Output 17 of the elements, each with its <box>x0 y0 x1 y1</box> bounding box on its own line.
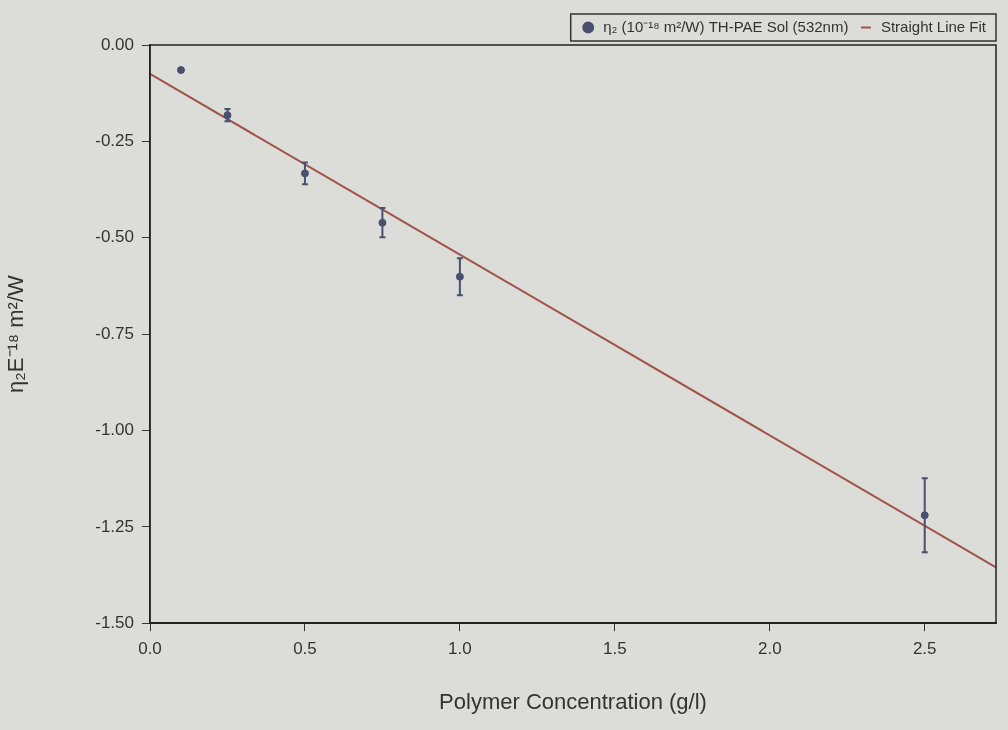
x-tick-label: 0.5 <box>293 639 317 659</box>
x-tick-label: 1.0 <box>448 639 472 659</box>
legend-label: Straight Line Fit <box>880 17 987 35</box>
y-tick-label: -0.75 <box>95 323 134 343</box>
y-tick-label: -1.25 <box>95 516 134 536</box>
x-tick-label: 2.0 <box>757 639 782 659</box>
y-tick-label: -0.50 <box>95 227 134 247</box>
x-tick-label: 2.5 <box>912 639 937 659</box>
y-tick-label: 0.00 <box>100 34 134 54</box>
legend-label: η₂ (10⁻¹⁸ m²/W) TH-PAE Sol (532nm) <box>603 17 849 35</box>
y-tick-label: -0.25 <box>95 131 134 151</box>
y-axis-title: η₂E⁻¹⁸ m²/W <box>3 275 29 393</box>
x-tick-label: 0.0 <box>138 639 162 659</box>
x-axis-title: Polymer Concentration (g/l) <box>439 688 707 714</box>
y-tick-label: -1.50 <box>95 612 134 632</box>
x-tick-label: 1.5 <box>603 639 627 659</box>
y-tick-label: -1.00 <box>95 420 134 440</box>
